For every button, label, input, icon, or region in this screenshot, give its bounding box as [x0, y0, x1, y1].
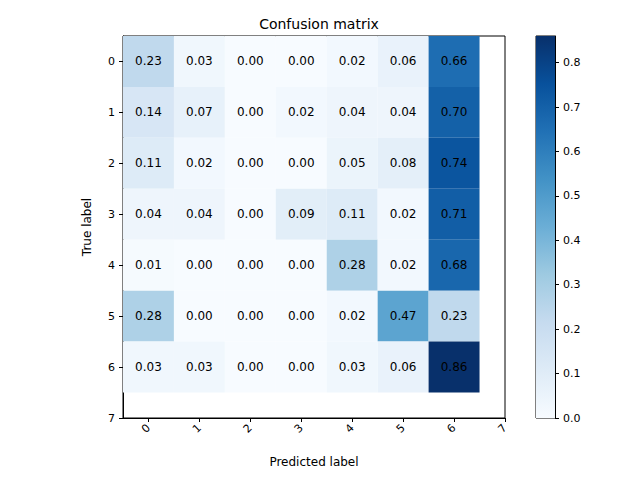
svg-text:0.04: 0.04	[339, 105, 366, 119]
svg-text:3: 3	[292, 421, 306, 435]
svg-text:0.68: 0.68	[441, 258, 468, 272]
svg-text:0.70: 0.70	[441, 105, 468, 119]
svg-text:4: 4	[108, 259, 115, 272]
svg-text:0.03: 0.03	[135, 360, 162, 374]
svg-text:0.06: 0.06	[390, 360, 417, 374]
svg-text:5: 5	[394, 421, 408, 435]
svg-text:0.00: 0.00	[186, 309, 213, 323]
svg-text:0.04: 0.04	[390, 105, 417, 119]
svg-text:0.07: 0.07	[186, 105, 213, 119]
svg-text:0.09: 0.09	[288, 207, 315, 221]
svg-text:0.00: 0.00	[237, 105, 264, 119]
svg-text:0.03: 0.03	[186, 54, 213, 68]
svg-text:0.00: 0.00	[288, 54, 315, 68]
svg-text:0.00: 0.00	[288, 309, 315, 323]
svg-text:Predicted label: Predicted label	[269, 455, 358, 469]
svg-text:0.01: 0.01	[135, 258, 162, 272]
svg-text:2: 2	[108, 157, 115, 170]
svg-text:0.00: 0.00	[288, 156, 315, 170]
svg-text:1: 1	[108, 106, 115, 119]
svg-text:3: 3	[108, 208, 115, 221]
svg-text:0.02: 0.02	[288, 105, 315, 119]
svg-text:0.74: 0.74	[441, 156, 468, 170]
svg-text:0.0: 0.0	[563, 412, 581, 425]
svg-text:6: 6	[108, 361, 115, 374]
svg-text:0.02: 0.02	[390, 207, 417, 221]
svg-text:0.1: 0.1	[563, 367, 581, 380]
svg-text:0.08: 0.08	[390, 156, 417, 170]
svg-text:0.02: 0.02	[339, 309, 366, 323]
svg-text:5: 5	[108, 310, 115, 323]
svg-text:0.86: 0.86	[441, 360, 468, 374]
svg-text:0.00: 0.00	[237, 309, 264, 323]
svg-text:0.11: 0.11	[339, 207, 366, 221]
svg-text:0.71: 0.71	[441, 207, 468, 221]
svg-text:0: 0	[139, 421, 153, 435]
svg-text:0.00: 0.00	[237, 258, 264, 272]
svg-text:0.00: 0.00	[237, 360, 264, 374]
svg-text:0.06: 0.06	[390, 54, 417, 68]
svg-text:0.7: 0.7	[563, 101, 581, 114]
svg-text:0.2: 0.2	[563, 323, 581, 336]
svg-text:0.14: 0.14	[135, 105, 162, 119]
svg-text:0.8: 0.8	[563, 56, 581, 69]
svg-text:0.3: 0.3	[563, 278, 581, 291]
svg-text:0.28: 0.28	[135, 309, 162, 323]
svg-text:0.28: 0.28	[339, 258, 366, 272]
svg-text:0.04: 0.04	[186, 207, 213, 221]
svg-text:0.11: 0.11	[135, 156, 162, 170]
svg-text:0.23: 0.23	[441, 309, 468, 323]
svg-text:0.02: 0.02	[339, 54, 366, 68]
svg-text:0.6: 0.6	[563, 145, 581, 158]
svg-text:0.03: 0.03	[339, 360, 366, 374]
svg-text:0.00: 0.00	[237, 156, 264, 170]
svg-text:True label: True label	[80, 198, 94, 257]
svg-text:7: 7	[495, 421, 509, 435]
svg-text:6: 6	[445, 421, 459, 435]
svg-text:0.47: 0.47	[390, 309, 417, 323]
svg-text:0.02: 0.02	[186, 156, 213, 170]
svg-text:0.00: 0.00	[237, 54, 264, 68]
svg-text:0.02: 0.02	[390, 258, 417, 272]
svg-text:0.23: 0.23	[135, 54, 162, 68]
svg-text:2: 2	[241, 421, 255, 435]
svg-text:0.00: 0.00	[186, 258, 213, 272]
svg-text:1: 1	[190, 421, 204, 435]
svg-text:0.66: 0.66	[441, 54, 468, 68]
svg-text:0: 0	[108, 55, 115, 68]
svg-text:0.00: 0.00	[237, 207, 264, 221]
svg-text:7: 7	[108, 412, 115, 425]
svg-text:0.00: 0.00	[288, 258, 315, 272]
svg-text:0.03: 0.03	[186, 360, 213, 374]
svg-text:0.05: 0.05	[339, 156, 366, 170]
svg-text:0.5: 0.5	[563, 189, 581, 202]
svg-text:4: 4	[343, 421, 357, 435]
svg-text:Confusion matrix: Confusion matrix	[259, 16, 379, 32]
svg-text:0.04: 0.04	[135, 207, 162, 221]
svg-text:0.4: 0.4	[563, 234, 581, 247]
svg-text:0.00: 0.00	[288, 360, 315, 374]
